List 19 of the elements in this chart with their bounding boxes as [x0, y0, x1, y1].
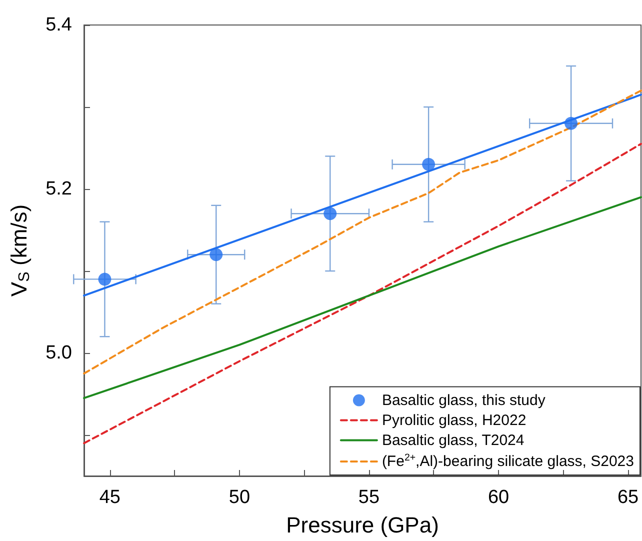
x-tick-label: 45 [99, 487, 120, 508]
y-axis-title: VS (km/s) [6, 204, 33, 297]
y-tick-label: 5.0 [46, 342, 72, 364]
line-series [83, 90, 642, 374]
legend-label: Basaltic glass, this study [382, 392, 546, 409]
x-axis-title: Pressure (GPa) [286, 512, 439, 538]
point [564, 116, 578, 130]
y-tick-label: 5.4 [46, 14, 72, 36]
x-tick-label: 55 [358, 487, 380, 508]
legend-label: Pyrolitic glass, H2022 [382, 412, 526, 429]
x-tick-label: 65 [617, 487, 639, 508]
y-tick-label: 5.2 [46, 178, 72, 200]
point [98, 272, 112, 286]
x-tick-label: 50 [228, 487, 250, 508]
x-tick-label: 60 [488, 487, 510, 508]
point [324, 207, 337, 220]
point [422, 158, 436, 171]
legend-label: Basaltic glass, T2024 [382, 432, 524, 449]
point [210, 248, 223, 262]
